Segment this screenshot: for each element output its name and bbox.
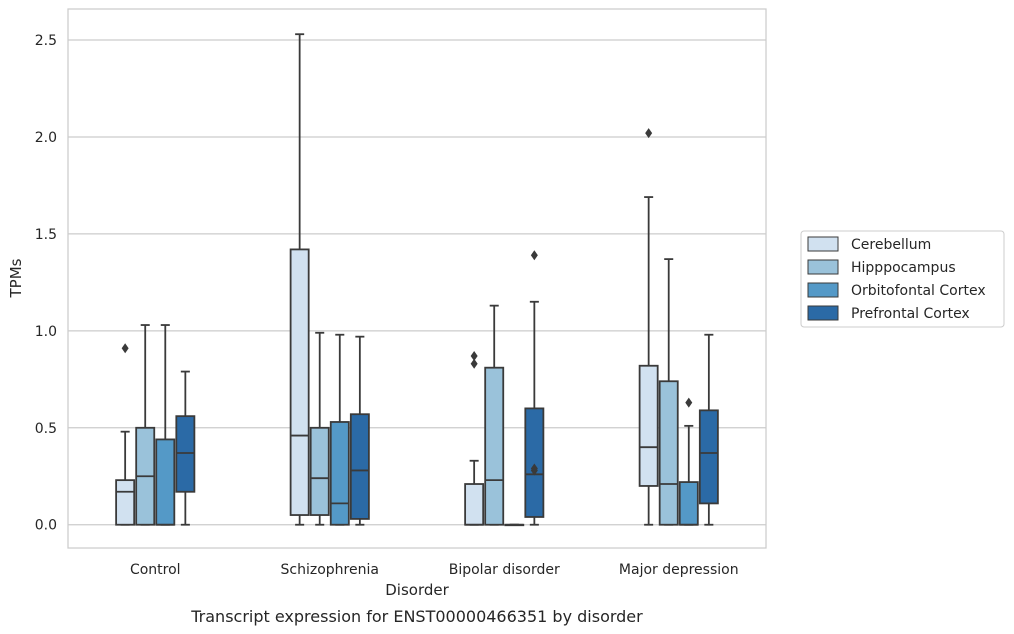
legend-swatch (807, 305, 839, 321)
legend-label: Orbitofontal Cortex (851, 283, 986, 299)
x-tick-label: Schizophrenia (281, 562, 379, 578)
outlier-point (121, 343, 129, 354)
outlier-point (530, 250, 538, 261)
y-tick-label: 1.0 (35, 324, 57, 340)
legend-swatch (807, 259, 839, 275)
outlier-point (685, 397, 693, 408)
box-orbitofontal-cortex (155, 324, 176, 526)
y-axis-label: TPMs (7, 258, 25, 298)
box-cerebellum (289, 33, 310, 526)
legend-label: Cerebellum (851, 237, 931, 253)
outlier-point (530, 463, 538, 474)
x-tick-label: Control (130, 562, 181, 578)
box-iqr (698, 409, 719, 505)
legend-swatch (807, 236, 839, 252)
box-iqr (155, 438, 176, 526)
box-series (115, 33, 719, 527)
y-tick-label: 2.5 (35, 33, 57, 49)
box-iqr (658, 380, 679, 526)
y-tick-label: 2.0 (35, 130, 57, 146)
x-axis-label: Disorder (385, 581, 449, 599)
outlier-point (645, 128, 653, 139)
x-tick-labels: Control Schizophrenia Bipolar disorder Majo… (130, 562, 739, 578)
box-iqr (524, 407, 545, 518)
box-orbitofontal-cortex (329, 333, 350, 526)
box-hipppocampus (309, 331, 330, 526)
box-iqr (484, 366, 505, 526)
box-iqr (329, 421, 350, 526)
legend-label: Prefrontal Cortex (851, 306, 970, 322)
box-cerebellum (115, 343, 136, 526)
box-prefrontal-cortex (175, 370, 196, 526)
chart-caption: Transcript expression for ENST0000046635… (190, 607, 643, 626)
box-iqr (678, 481, 699, 526)
y-tick-label: 0.0 (35, 518, 57, 534)
x-tick-label: Bipolar disorder (449, 562, 560, 578)
legend-label: Hipppocampus (851, 260, 956, 276)
y-tick-label: 1.5 (35, 227, 57, 243)
box-cerebellum (464, 351, 485, 526)
box-hipppocampus (135, 324, 156, 526)
box-hipppocampus (484, 304, 505, 526)
legend-swatch (807, 282, 839, 298)
legend: Cerebellum Hipppocampus Orbitofontal Corte… (800, 230, 1005, 328)
box-iqr (175, 415, 196, 493)
box-iqr (289, 248, 310, 516)
box-orbitofontal-cortex (504, 523, 525, 527)
legend-frame (800, 230, 1005, 328)
box-prefrontal-cortex (349, 335, 370, 526)
box-prefrontal-cortex (698, 333, 719, 526)
box-prefrontal-cortex (524, 250, 545, 526)
outlier-point (470, 351, 478, 362)
outlier-point (470, 358, 478, 369)
box-orbitofontal-cortex (678, 397, 699, 526)
y-tick-label: 0.5 (35, 421, 57, 437)
box-iqr (638, 364, 659, 487)
box-iqr (115, 479, 136, 526)
box-hipppocampus (658, 258, 679, 526)
box-iqr (464, 483, 485, 526)
y-tick-labels: 0.0 0.5 1.0 1.5 2.0 2.5 (35, 33, 57, 534)
box-iqr (309, 426, 330, 516)
box-cerebellum (638, 128, 659, 526)
box-iqr (349, 413, 370, 520)
x-tick-label: Major depression (619, 562, 739, 578)
